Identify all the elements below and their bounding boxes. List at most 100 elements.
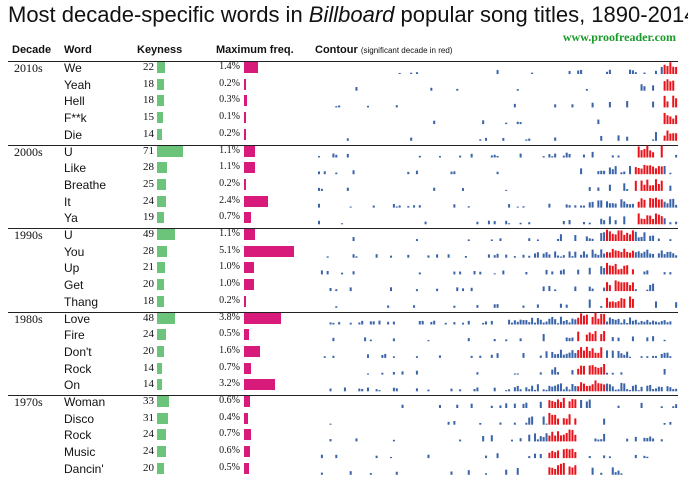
decade-label: 2010s: [14, 61, 43, 75]
contour-bar: [476, 387, 479, 392]
contour-bar: [657, 199, 660, 208]
contour-bar: [620, 298, 623, 308]
contour-bar: [352, 237, 355, 241]
contour-bar: [669, 222, 672, 225]
contour-bar: [597, 318, 600, 325]
contour-bar: [608, 317, 611, 325]
contour-bar: [528, 456, 531, 459]
contour-bar: [516, 467, 519, 475]
contour-bar: [652, 218, 655, 225]
word-label: Woman: [64, 395, 106, 409]
contour-bar: [542, 334, 545, 342]
contour-bar: [329, 388, 332, 392]
contour-bar: [568, 352, 571, 358]
contour-bar: [608, 102, 611, 108]
contour-bar: [669, 251, 672, 258]
contour-bar: [675, 98, 678, 108]
contour-bar: [611, 386, 614, 392]
contour-bar: [329, 287, 332, 292]
contour-bar: [672, 133, 675, 141]
contour-bar: [597, 171, 600, 175]
contour-bar: [358, 388, 361, 392]
contour-bar: [614, 250, 617, 258]
contour-bar: [502, 137, 505, 141]
contour-bar: [505, 469, 508, 475]
contour-bar: [496, 155, 499, 158]
contour-bar: [462, 188, 465, 191]
contour-bar: [652, 166, 655, 175]
contour-bar: [476, 221, 479, 225]
max-freq-value: 1.1%: [219, 161, 240, 173]
contour-bar: [415, 370, 418, 375]
keyness-bar: [157, 162, 168, 174]
contour-bar: [496, 70, 499, 74]
contour-bar: [585, 385, 588, 392]
keyness-value: 24: [143, 428, 154, 441]
word-label: Love: [64, 311, 91, 326]
contour-bar: [485, 455, 488, 459]
contour-bar: [554, 153, 557, 158]
contour-bar: [626, 351, 629, 358]
contour-bar: [574, 399, 577, 408]
contour-bar: [617, 350, 620, 358]
contour-bar: [640, 253, 643, 258]
contour-bar: [606, 282, 609, 292]
keyness-bar: [157, 229, 176, 240]
contour-bar: [623, 234, 626, 241]
contour-bar: [574, 235, 577, 241]
contour-bar: [470, 287, 473, 292]
keyness-value: 24: [143, 328, 154, 341]
max-freq-bar: [244, 95, 247, 107]
contour-bar: [565, 432, 568, 442]
contour-bar: [493, 273, 496, 275]
contour-bar: [479, 422, 482, 425]
contour-bar: [559, 402, 562, 408]
contour-bar: [438, 355, 441, 358]
contour-bar: [539, 436, 542, 442]
contour-bar: [600, 170, 603, 175]
contour-bar: [559, 270, 562, 275]
contour-bar: [557, 399, 560, 408]
contour-bar: [387, 321, 390, 325]
contour-bar: [666, 130, 669, 141]
contour-bar: [557, 450, 560, 459]
contour-bar: [456, 287, 459, 292]
max-freq-bar: [244, 195, 268, 207]
contour-bar: [669, 199, 672, 208]
contour-bar: [606, 383, 609, 392]
contour-bar: [551, 271, 554, 275]
contour-bar: [614, 203, 617, 208]
contour-bar: [646, 179, 649, 191]
max-freq-bar: [244, 145, 255, 157]
contour-bar: [568, 71, 571, 74]
contour-bar: [657, 253, 660, 258]
contour-bar: [626, 265, 629, 275]
contour-bar: [588, 238, 591, 241]
contour-bar: [390, 287, 393, 292]
contour-bar: [654, 301, 657, 308]
contour-bar: [652, 235, 655, 241]
contour-bar: [479, 271, 482, 275]
contour-bar: [629, 252, 632, 258]
contour-bar: [551, 316, 554, 325]
contour-bar: [401, 404, 404, 408]
contour-bar: [536, 304, 539, 308]
decade-label: 1970s: [14, 395, 43, 409]
contour-bar: [582, 205, 585, 208]
contour-bar: [675, 154, 678, 158]
contour-bar: [626, 282, 629, 292]
contour-bar: [554, 289, 557, 292]
contour-bar: [643, 321, 646, 325]
contour-bar: [473, 271, 476, 275]
contour-bar: [672, 389, 675, 392]
contour-bar: [577, 368, 580, 375]
contour-bar: [649, 384, 652, 392]
contour-bar: [559, 256, 562, 258]
max-freq-value: 0.7%: [219, 361, 240, 373]
contour-bar: [646, 289, 649, 292]
contour-bar: [646, 165, 649, 175]
contour-bar: [623, 298, 626, 308]
contour-bar: [554, 251, 557, 258]
max-freq-bar: [244, 295, 246, 307]
contour-bar: [585, 88, 588, 91]
